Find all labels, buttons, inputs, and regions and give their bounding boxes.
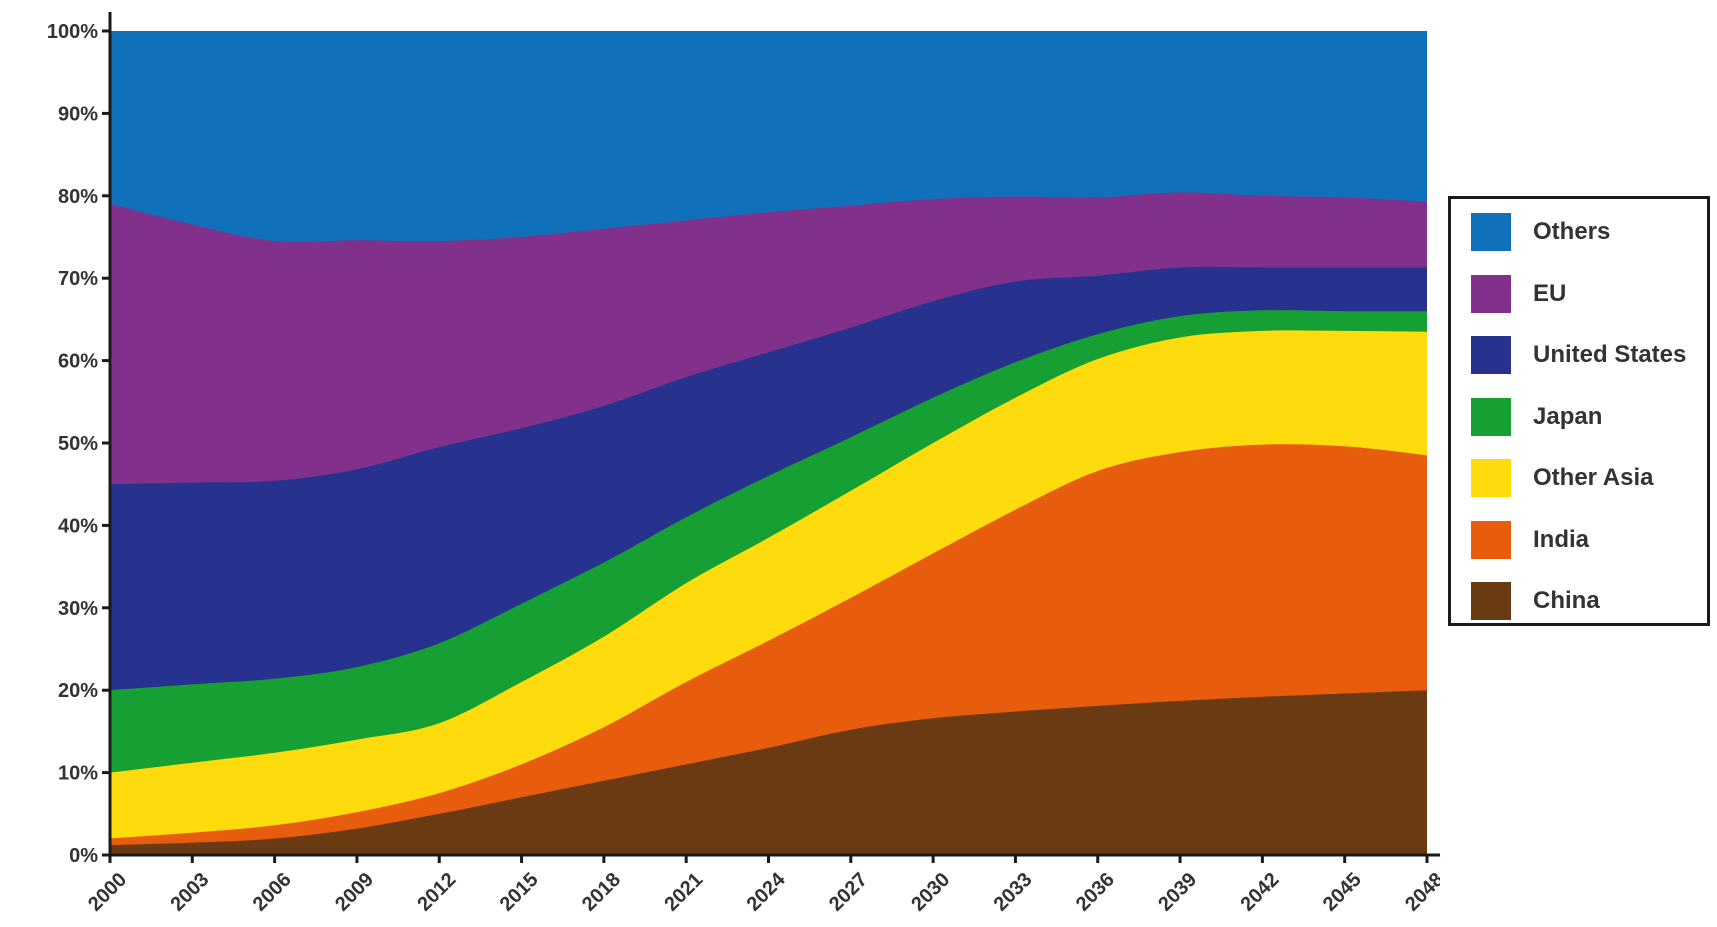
legend-swatch xyxy=(1471,582,1511,620)
y-tick-label: 70% xyxy=(58,268,98,290)
x-tick-label: 2042 xyxy=(1237,869,1284,916)
y-tick-label: 20% xyxy=(58,680,98,702)
legend-item: Japan xyxy=(1471,397,1603,436)
axes-group xyxy=(102,12,1440,863)
x-tick-label: 2003 xyxy=(166,869,213,916)
x-tick-label: 2048 xyxy=(1401,869,1440,916)
x-tick-label: 2027 xyxy=(825,869,872,916)
x-tick-label: 2009 xyxy=(331,869,378,916)
legend-swatch xyxy=(1471,336,1511,374)
legend-item: Others xyxy=(1471,213,1610,251)
legend-swatch xyxy=(1471,459,1511,497)
y-tick-label: 40% xyxy=(58,515,98,537)
legend: Others EU United States Japan Other Asia Indi… xyxy=(1448,196,1710,626)
x-axis-tick-labels: 2000 2003 2006 2009 2012 2015 2018 2021 2024 2027… xyxy=(84,868,1440,916)
legend-label: China xyxy=(1533,587,1600,614)
x-tick-label: 2024 xyxy=(743,868,791,916)
legend-item: India xyxy=(1471,520,1590,559)
x-tick-label: 2030 xyxy=(907,869,954,916)
y-tick-label: 60% xyxy=(58,351,98,373)
y-tick-label: 50% xyxy=(58,433,98,455)
x-tick-label: 2012 xyxy=(413,869,460,916)
x-tick-label: 2006 xyxy=(249,869,296,916)
legend-item: United States xyxy=(1471,336,1686,374)
legend-item: Other Asia xyxy=(1471,459,1653,497)
x-tick-label: 2045 xyxy=(1319,869,1366,916)
legend-item: China xyxy=(1471,582,1600,620)
legend-label: United States xyxy=(1533,341,1687,368)
x-tick-label: 2000 xyxy=(84,869,131,916)
y-tick-label: 80% xyxy=(58,186,98,208)
area-series-group xyxy=(110,31,1427,856)
legend-label: EU xyxy=(1533,279,1567,307)
legend-swatch xyxy=(1471,213,1511,251)
x-tick-label: 2039 xyxy=(1154,869,1201,916)
y-tick-label: 0% xyxy=(69,845,98,867)
stacked-area-chart: 0%10%20%30%40%50%60%70%80%90%100% 2000 20… xyxy=(47,12,1440,916)
legend-swatch xyxy=(1471,397,1511,436)
x-tick-label: 2021 xyxy=(660,869,707,916)
legend-swatch xyxy=(1471,520,1511,559)
y-axis-tick-labels: 0% 10% 20% 30% 40% 50% 60% 70% 80% 90% 100% xyxy=(47,21,98,867)
x-tick-label: 2015 xyxy=(496,869,543,916)
legend-label: India xyxy=(1533,525,1590,553)
legend-label: Other Asia xyxy=(1533,464,1654,491)
y-tick-label: 90% xyxy=(58,103,98,125)
legend-swatch xyxy=(1471,274,1511,313)
y-tick-label: 10% xyxy=(58,763,98,785)
legend-label: Japan xyxy=(1533,402,1603,430)
area-china xyxy=(110,690,1427,855)
legend-label: Others xyxy=(1533,218,1611,245)
x-tick-label: 2036 xyxy=(1072,869,1119,916)
y-tick-label: 100% xyxy=(47,21,98,43)
legend-item: EU xyxy=(1471,274,1567,313)
x-tick-label: 2033 xyxy=(990,869,1037,916)
y-tick-label: 30% xyxy=(58,598,98,620)
x-tick-label: 2018 xyxy=(578,869,625,916)
